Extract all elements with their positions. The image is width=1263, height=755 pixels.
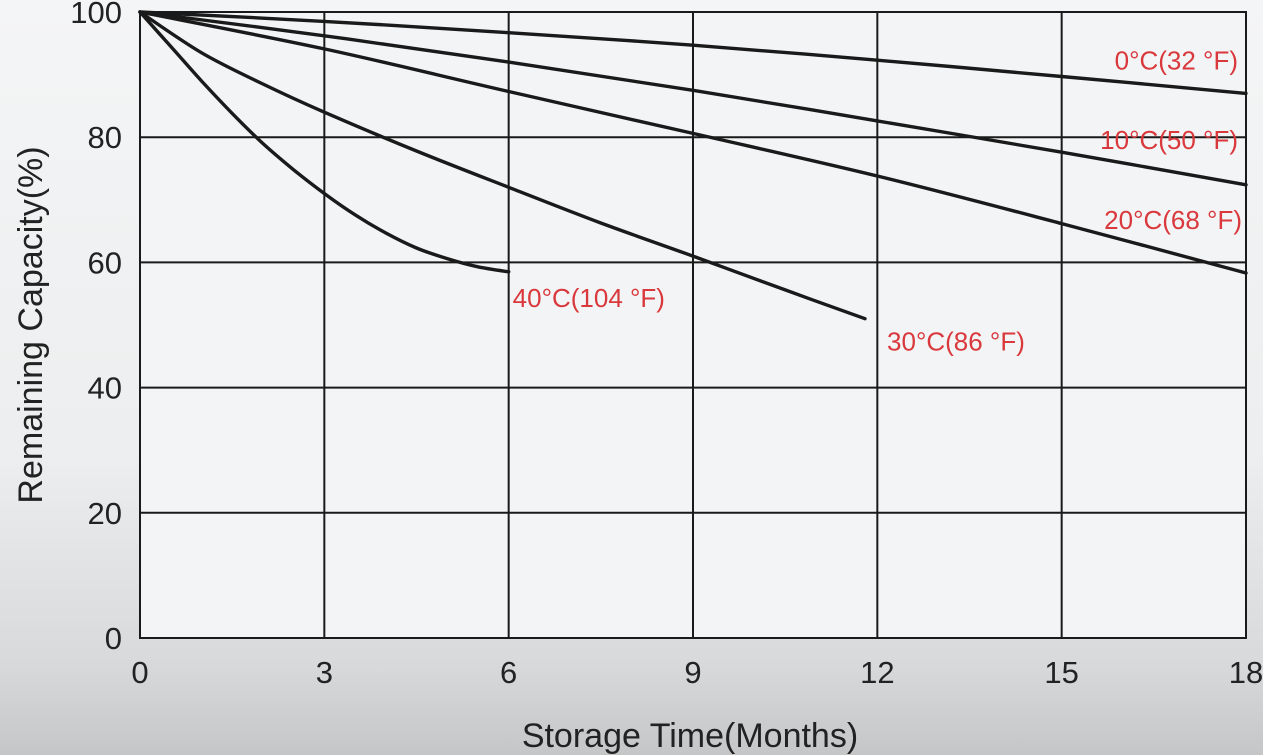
y-tick-label: 0 xyxy=(105,621,122,656)
y-tick-label: 20 xyxy=(88,496,122,531)
y-tick-label: 100 xyxy=(70,0,122,30)
y-tick-label: 40 xyxy=(88,371,122,406)
x-tick-labels: 0 3 6 9 12 15 18 xyxy=(131,655,1263,690)
series-line-0 xyxy=(138,10,1248,96)
x-tick-label: 3 xyxy=(316,655,333,690)
series-label-0: 0°C(32 °F) xyxy=(1115,45,1238,75)
grid-lines xyxy=(139,11,1247,639)
x-tick-label: 6 xyxy=(500,655,517,690)
x-tick-label: 15 xyxy=(1044,655,1078,690)
series-line-4 xyxy=(138,10,511,274)
y-tick-labels: 0 20 40 60 80 100 xyxy=(70,0,122,656)
series-lines xyxy=(138,10,1248,321)
x-tick-label: 0 xyxy=(131,655,148,690)
series-label-4: 40°C(104 °F) xyxy=(513,283,665,313)
series-labels: 0°C(32 °F) 10°C(50 °F) 20°C(68 °F) 30°C(86 … xyxy=(513,45,1242,356)
y-tick-label: 60 xyxy=(88,245,122,280)
x-tick-label: 9 xyxy=(684,655,701,690)
x-tick-label: 12 xyxy=(860,655,894,690)
y-tick-label: 80 xyxy=(88,120,122,155)
series-line-1 xyxy=(138,10,1248,187)
series-line-2 xyxy=(138,10,1248,275)
x-axis-title: Storage Time(Months) xyxy=(522,717,858,755)
series-label-3: 30°C(86 °F) xyxy=(887,327,1025,357)
series-label-1: 10°C(50 °F) xyxy=(1100,125,1238,155)
series-label-2: 20°C(68 °F) xyxy=(1104,205,1242,235)
y-axis-title: Remaining Capacity(%) xyxy=(12,146,50,503)
series-line-3 xyxy=(138,10,867,321)
x-tick-label: 18 xyxy=(1229,655,1263,690)
